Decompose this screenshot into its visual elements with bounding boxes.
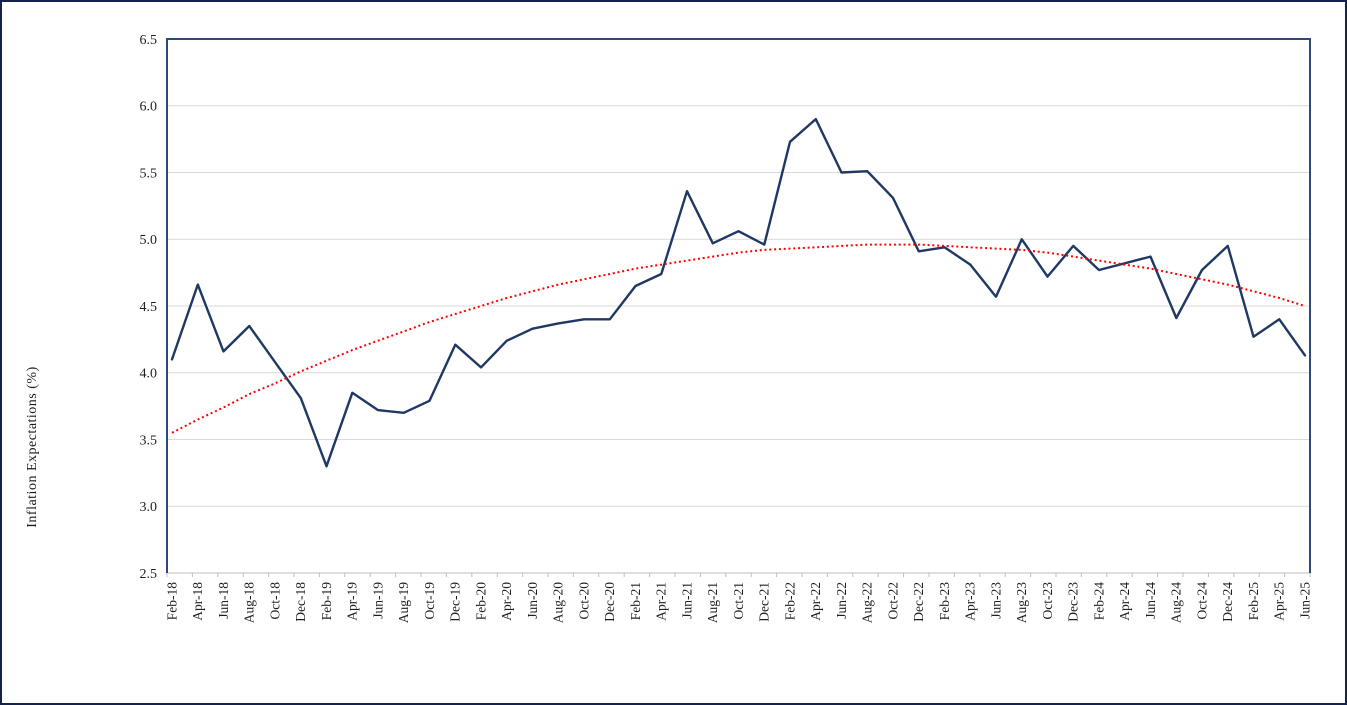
x-tick-label: Aug-24 [1169,582,1184,623]
x-tick-label: Jun-23 [988,582,1003,619]
y-tick-label: 5.0 [140,233,158,248]
y-tick-label: 6.5 [140,33,158,48]
x-tick-label: Jun-21 [679,582,694,619]
x-tick-label: Jun-25 [1297,582,1312,619]
y-tick-label: 4.5 [140,300,158,315]
x-tick-label: Oct-24 [1194,582,1209,620]
x-tick-label: Feb-23 [937,582,952,620]
x-tick-label: Jun-18 [216,582,231,619]
y-tick-label: 6.0 [140,100,158,115]
x-tick-label: Apr-18 [190,582,205,621]
x-tick-label: Feb-25 [1246,582,1261,620]
x-tick-label: Apr-21 [654,582,669,621]
x-tick-label: Dec-23 [1066,582,1081,622]
x-tick-label: Jun-19 [370,582,385,619]
x-tick-label: Apr-19 [345,582,360,621]
x-tick-label: Aug-20 [551,582,566,623]
inflation-series-line [170,117,1307,468]
x-tick-label: Oct-19 [422,582,437,620]
x-tick-label: Aug-18 [242,582,257,623]
trend-line [171,243,1306,434]
x-tick-label: Oct-22 [885,582,900,620]
plot-area-border [166,38,1311,573]
x-tick-label: Dec-22 [911,582,926,622]
y-tick-label: 4.0 [140,367,158,382]
x-tick-label: Oct-18 [267,582,282,620]
x-tick-label: Feb-20 [473,582,488,620]
x-tick-label: Oct-20 [576,582,591,620]
x-tick-label: Jun-24 [1143,582,1158,619]
x-tick-label: Aug-22 [860,582,875,623]
x-tick-label: Feb-19 [319,582,334,620]
x-tick-label: Aug-19 [396,582,411,623]
y-axis-title: Inflation Expectations (%) [25,366,40,528]
x-tick-label: Dec-24 [1220,582,1235,622]
x-tick-label: Dec-18 [293,582,308,622]
x-tick-label: Jun-22 [834,582,849,619]
x-tick-label: Feb-22 [782,582,797,620]
y-tick-label: 5.5 [140,166,158,181]
x-tick-label: Aug-23 [1014,582,1029,623]
x-tick-label: Oct-23 [1040,582,1055,620]
x-tick-label: Apr-20 [499,582,514,621]
x-tick-label: Feb-18 [164,582,179,620]
x-tick-label: Dec-19 [448,582,463,622]
y-tick-label: 3.5 [140,433,158,448]
x-tick-label: Dec-21 [757,582,772,622]
x-tick-label: Feb-21 [628,582,643,620]
x-tick-label: Apr-22 [808,582,823,621]
x-tick-label: Aug-21 [705,582,720,623]
y-tick-label: 3.0 [140,500,158,515]
x-tick-label: Jun-20 [525,582,540,619]
x-tick-label: Oct-21 [731,582,746,620]
y-tick-label: 2.5 [140,567,158,582]
x-tick-label: Apr-23 [963,582,978,621]
x-tick-label: Apr-25 [1272,582,1287,621]
x-tick-label: Apr-24 [1117,582,1132,621]
x-tick-label: Feb-24 [1091,582,1106,620]
x-tick-label: Dec-20 [602,582,617,622]
